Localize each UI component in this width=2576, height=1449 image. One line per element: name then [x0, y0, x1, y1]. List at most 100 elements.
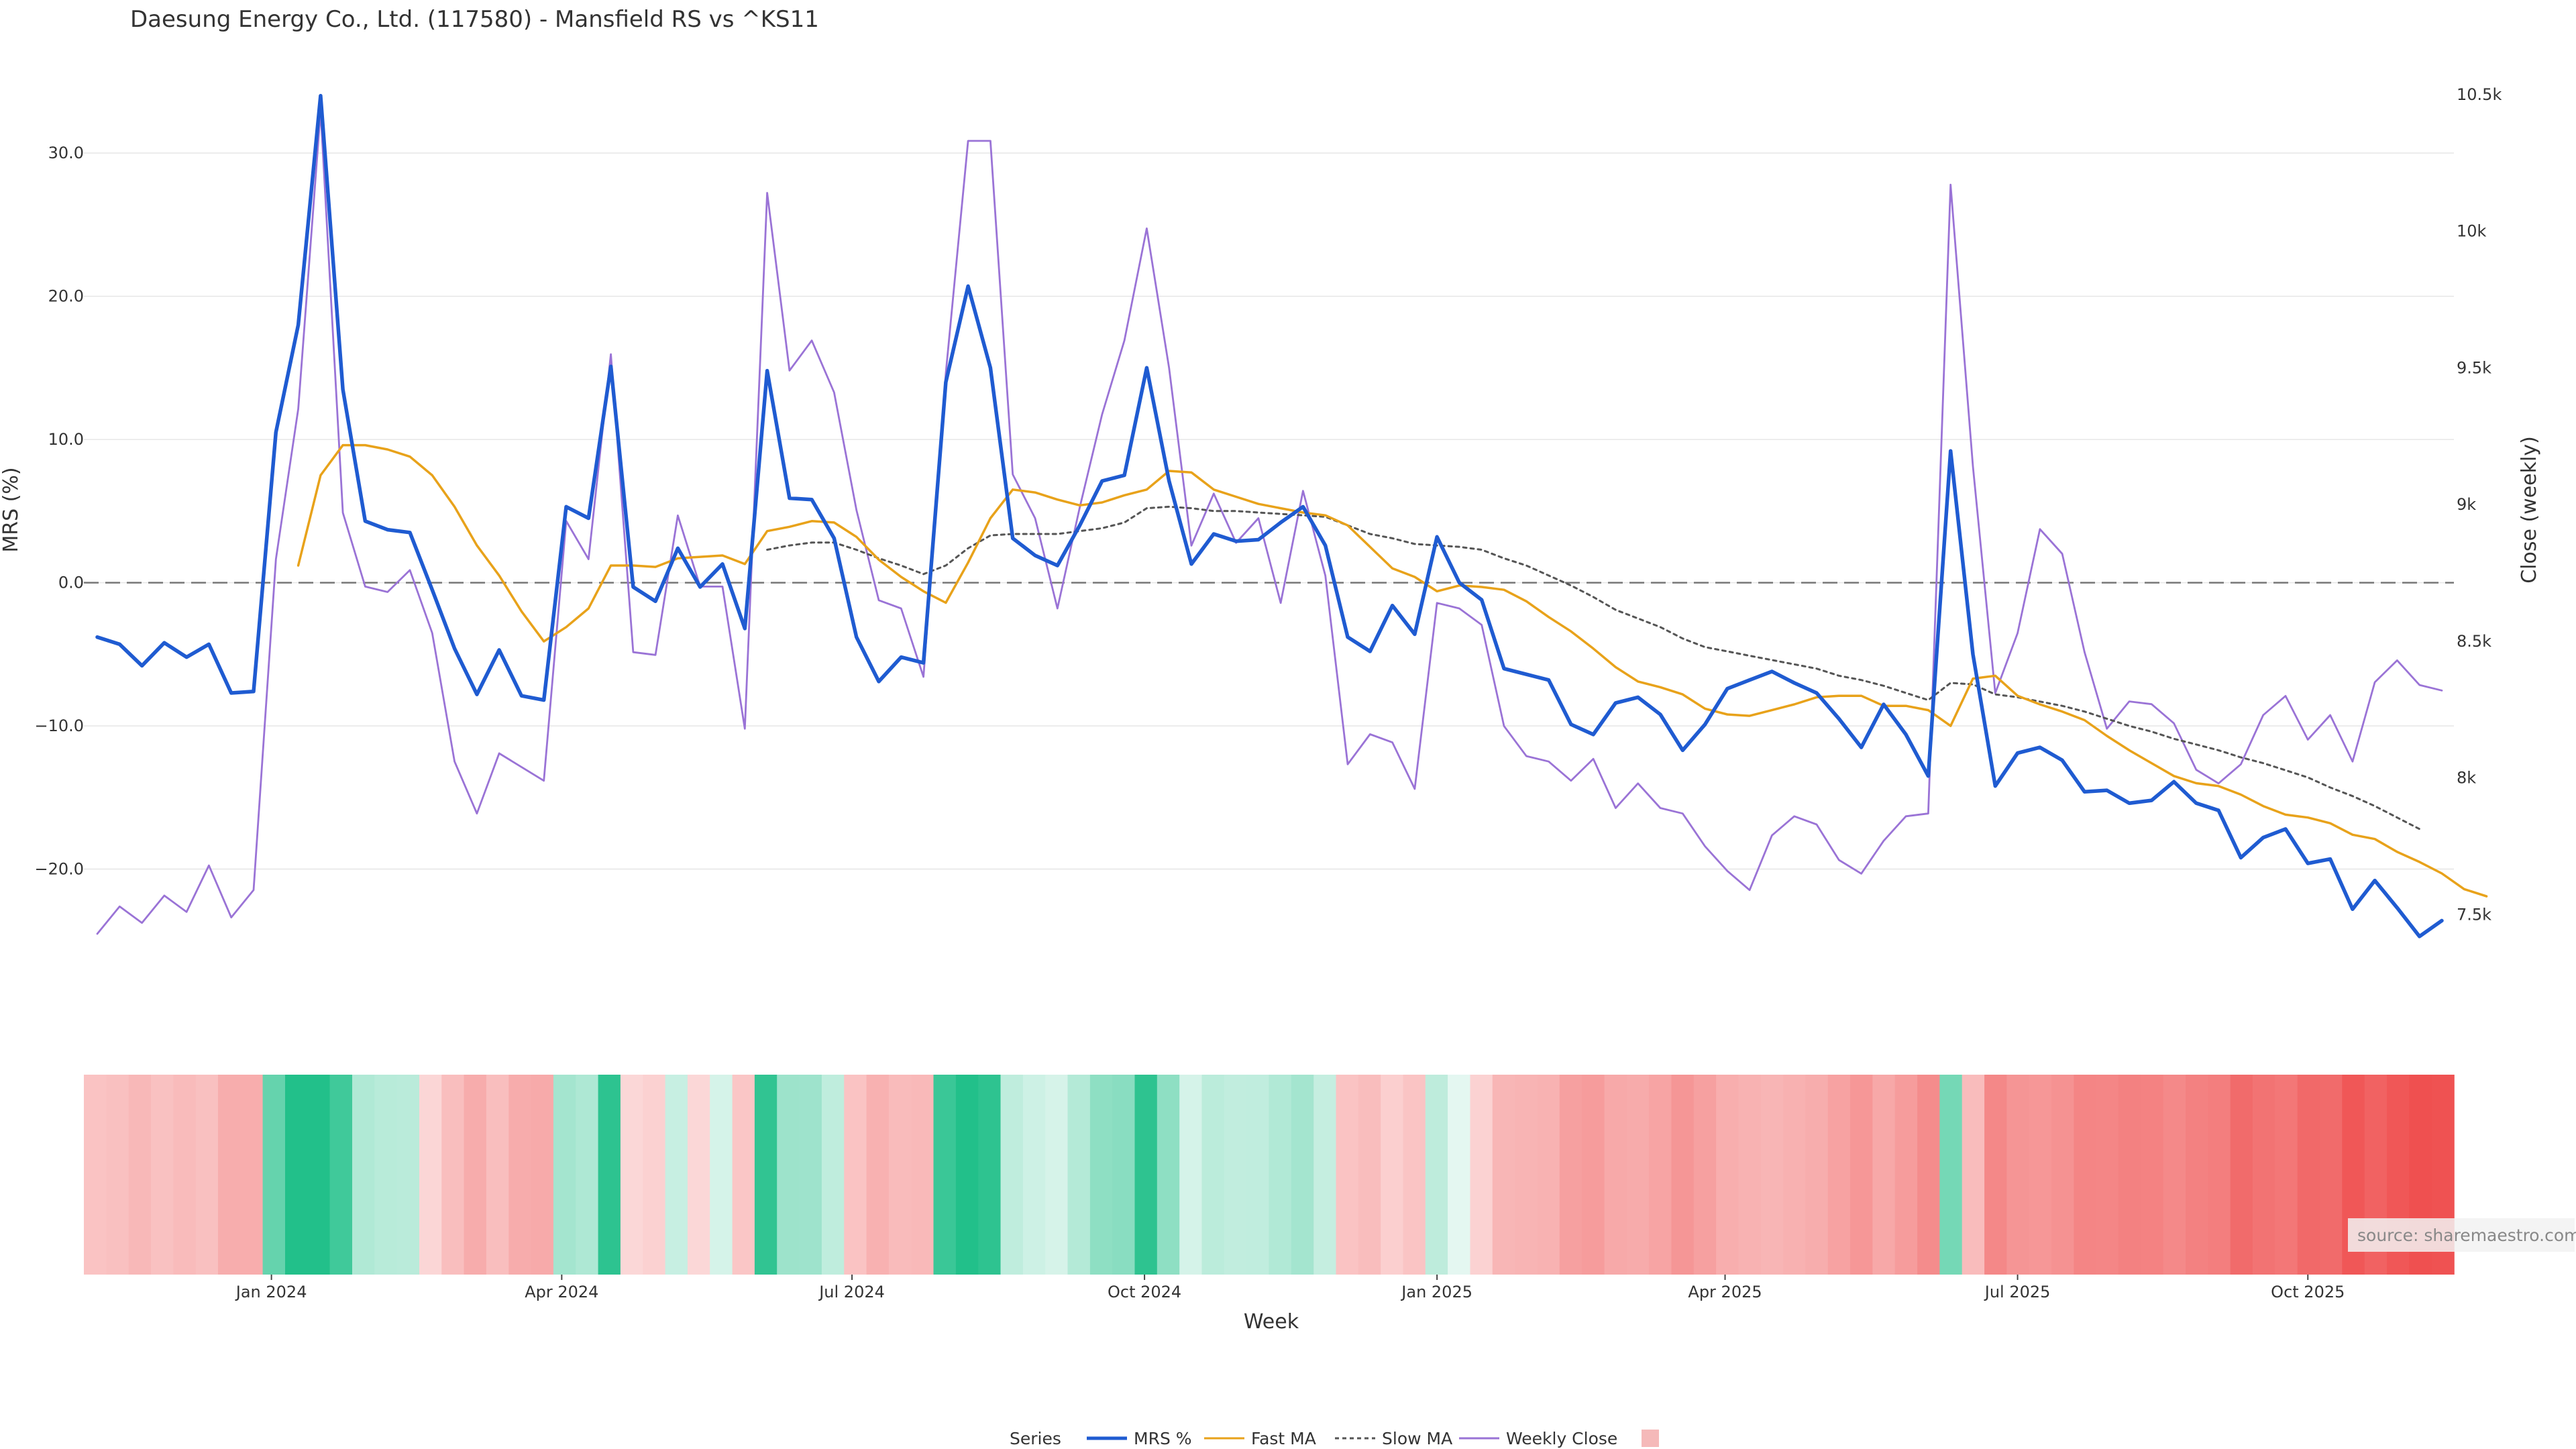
heat-cell — [978, 1075, 1002, 1275]
heat-cell — [1492, 1075, 1515, 1275]
heat-cell — [1157, 1075, 1180, 1275]
x-tick-label: Jul 2025 — [1984, 1283, 2051, 1301]
heat-cell — [1448, 1075, 1471, 1275]
right-tick-label: 10k — [2457, 222, 2487, 241]
heat-cell — [419, 1075, 443, 1275]
heat-cell — [821, 1075, 845, 1275]
heat-cell — [888, 1075, 912, 1275]
left-tick-label: 30.0 — [48, 144, 84, 162]
heat-cell — [1738, 1075, 1762, 1275]
heat-cell — [1403, 1075, 1426, 1275]
heat-cell — [1112, 1075, 1136, 1275]
heat-cell — [1224, 1075, 1247, 1275]
heat-cell — [151, 1075, 174, 1275]
legend: Series MRS % Fast MA Slow MA Weekly Clos… — [1010, 1429, 1659, 1448]
heat-cell — [844, 1075, 867, 1275]
heat-cell — [1827, 1075, 1851, 1275]
heat-cell — [1313, 1075, 1337, 1275]
fast-ma-line[interactable] — [297, 443, 2488, 898]
heat-cell — [441, 1075, 465, 1275]
left-tick-label: 0.0 — [58, 574, 84, 592]
heat-cell — [1336, 1075, 1359, 1275]
heat-cell — [1894, 1075, 1918, 1275]
right-tick-label: 8k — [2457, 769, 2476, 788]
heat-cell — [2029, 1075, 2052, 1275]
left-axis-label: MRS (%) — [0, 467, 23, 552]
x-tick-label: Apr 2025 — [1688, 1283, 1762, 1301]
heat-cell — [1805, 1075, 1829, 1275]
right-axis-label: Close (weekly) — [2518, 436, 2541, 584]
heat-cell — [2096, 1075, 2119, 1275]
heat-cell — [1179, 1075, 1203, 1275]
x-tick-label: Jul 2024 — [818, 1283, 885, 1301]
heat-cell — [1537, 1075, 1560, 1275]
mrs-line[interactable] — [95, 93, 2444, 938]
x-tick-label: Oct 2025 — [2271, 1283, 2345, 1301]
heat-cell — [754, 1075, 777, 1275]
source-text: source: sharemaestro.com — [2357, 1226, 2576, 1245]
heat-cell — [1582, 1075, 1605, 1275]
heat-cell — [329, 1075, 353, 1275]
heat-cell — [2118, 1075, 2142, 1275]
left-tick-label: −20.0 — [34, 860, 84, 879]
heat-cell — [352, 1075, 376, 1275]
heat-cell — [1850, 1075, 1874, 1275]
heat-cell — [799, 1075, 822, 1275]
heat-cell — [1515, 1075, 1538, 1275]
x-tick-label: Apr 2024 — [525, 1283, 598, 1301]
heat-cell — [665, 1075, 688, 1275]
legend-heat-swatch[interactable] — [1642, 1430, 1659, 1447]
heat-cell — [1716, 1075, 1739, 1275]
x-tick-label: Jan 2024 — [235, 1283, 307, 1301]
series-layer — [95, 93, 2488, 938]
heat-cell — [2186, 1075, 2209, 1275]
heat-cell — [1962, 1075, 1985, 1275]
legend-mrs-label[interactable]: MRS % — [1134, 1429, 1192, 1448]
heat-cell — [1269, 1075, 1292, 1275]
legend-fast-ma-label[interactable]: Fast MA — [1251, 1429, 1316, 1448]
heat-cell — [128, 1075, 152, 1275]
right-tick-label: 9k — [2457, 495, 2476, 514]
heat-cell — [2006, 1075, 2030, 1275]
heat-cell — [1089, 1075, 1113, 1275]
left-tick-label: 20.0 — [48, 287, 84, 306]
heat-cell — [1626, 1075, 1650, 1275]
slow-ma-line[interactable] — [766, 505, 2421, 830]
heat-cell — [2163, 1075, 2186, 1275]
heat-cell — [1760, 1075, 1784, 1275]
heat-cell — [620, 1075, 643, 1275]
heat-cell — [1939, 1075, 1963, 1275]
heat-cell — [732, 1075, 755, 1275]
mrs-heat-strip — [84, 1075, 2455, 1275]
heat-cell — [2230, 1075, 2253, 1275]
heat-cell — [2320, 1075, 2343, 1275]
x-tick-label: Jan 2025 — [1400, 1283, 1472, 1301]
heat-cell — [396, 1075, 420, 1275]
heat-cell — [933, 1075, 957, 1275]
chart-title: Daesung Energy Co., Ltd. (117580) - Mans… — [130, 6, 819, 33]
legend-slow-ma-label[interactable]: Slow MA — [1382, 1429, 1452, 1448]
heat-cell — [1246, 1075, 1270, 1275]
heat-cell — [1604, 1075, 1627, 1275]
left-axis-ticks: 30.0 20.0 10.0 0.0 −10.0 −20.0 — [34, 144, 84, 878]
heat-cell — [687, 1075, 710, 1275]
heat-cell — [2141, 1075, 2164, 1275]
heat-cell — [1671, 1075, 1695, 1275]
heat-cell — [1022, 1075, 1046, 1275]
x-axis-ticks: Jan 2024 Apr 2024 Jul 2024 Oct 2024 Jan 2025… — [235, 1275, 2345, 1301]
heat-cell — [1872, 1075, 1896, 1275]
right-tick-label: 10.5k — [2457, 85, 2502, 104]
weekly-close-line[interactable] — [96, 109, 2443, 935]
right-tick-label: 8.5k — [2457, 632, 2491, 651]
heat-cell — [531, 1075, 554, 1275]
heat-cell — [553, 1075, 576, 1275]
heat-cell — [106, 1075, 129, 1275]
heat-cell — [1649, 1075, 1672, 1275]
heat-cell — [374, 1075, 398, 1275]
legend-weekly-close-label[interactable]: Weekly Close — [1506, 1429, 1617, 1448]
gridlines — [84, 152, 2454, 870]
heat-cell — [1381, 1075, 1404, 1275]
left-tick-label: 10.0 — [48, 430, 84, 449]
heat-cell — [486, 1075, 509, 1275]
